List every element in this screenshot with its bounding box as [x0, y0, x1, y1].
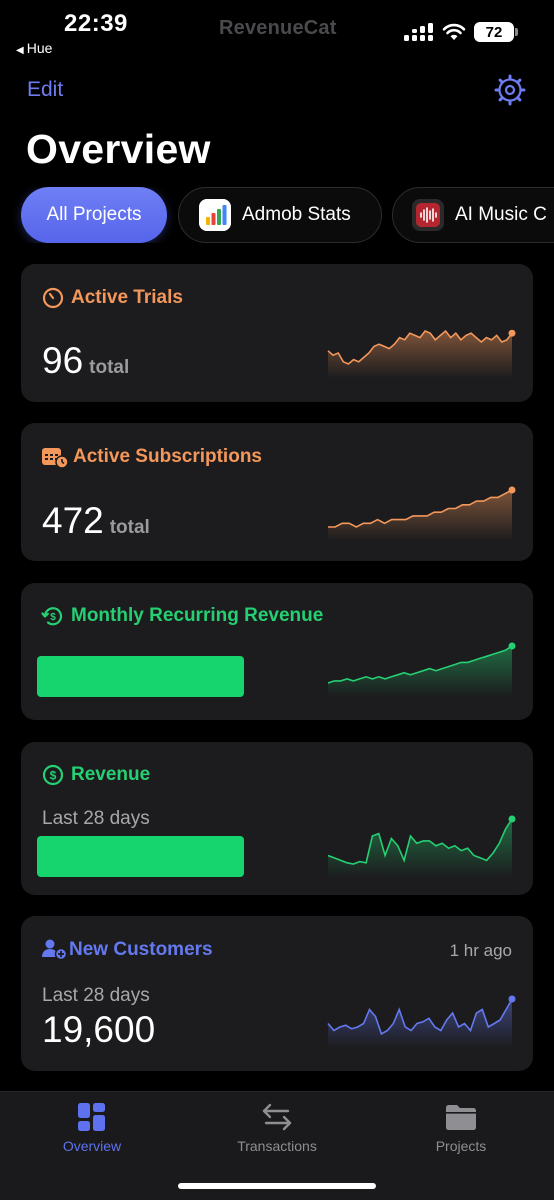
card-new-customers[interactable]: New Customers 1 hr ago Last 28 days 19,6…	[21, 916, 533, 1071]
value-redacted-bar	[37, 656, 244, 697]
card-active-trials[interactable]: Active Trials 96 total	[21, 264, 533, 402]
sparkline-line	[327, 818, 513, 865]
chip-admob-stats[interactable]: Admob Stats	[178, 187, 382, 243]
svg-text:$: $	[50, 612, 56, 623]
chip-label: All Projects	[46, 204, 142, 225]
value-redacted-bar	[37, 836, 244, 877]
card-title: Monthly Recurring Revenue	[71, 605, 324, 626]
sparkline-area	[328, 999, 512, 1048]
chip-label: AI Music C	[455, 204, 547, 225]
card-title: Active Trials	[71, 287, 183, 308]
settings-gear-icon[interactable]	[494, 74, 526, 106]
wifi-icon	[442, 23, 466, 40]
sparkline-area	[328, 819, 512, 878]
chip-ai-music[interactable]: AI Music C	[392, 187, 554, 243]
card-title: Active Subscriptions	[73, 446, 262, 467]
dollar-circle-icon: $	[42, 764, 64, 786]
tab-label: Projects	[435, 1138, 487, 1154]
tab-bar: Overview Transactions Projects	[0, 1091, 554, 1200]
sparkline-chart	[327, 995, 516, 1048]
sparkline-end-dot	[508, 486, 516, 494]
card-revenue[interactable]: $ Revenue Last 28 days	[21, 742, 533, 895]
last-updated-label: 1 hr ago	[449, 941, 512, 960]
svg-text:$: $	[50, 769, 57, 783]
value-number: 96	[42, 340, 84, 381]
status-time: 22:39	[64, 10, 128, 37]
card-value: 19,600	[42, 1009, 156, 1050]
admob-app-icon	[199, 199, 231, 231]
cellular-signal-icon	[404, 23, 433, 41]
home-indicator[interactable]	[178, 1183, 376, 1189]
back-app-label: Hue	[26, 40, 53, 56]
card-value: 96 total	[42, 340, 129, 382]
battery-level: 72	[485, 23, 503, 41]
card-active-subscriptions[interactable]: Active Subscriptions 472 total	[21, 423, 533, 561]
recurring-dollar-icon: $	[41, 607, 63, 626]
back-triangle-icon: ◀	[16, 45, 24, 56]
page-title: Overview	[26, 126, 211, 172]
sparkline-end-dot	[508, 329, 516, 337]
calendar-icon	[42, 448, 69, 469]
chip-label: Admob Stats	[242, 204, 351, 225]
period-label: Last 28 days	[42, 985, 150, 1006]
tab-projects[interactable]: Projects	[391, 1102, 531, 1154]
tab-overview[interactable]: Overview	[22, 1102, 162, 1154]
value-number: 472	[42, 500, 104, 541]
card-title: New Customers	[69, 939, 213, 960]
ai-music-app-icon	[412, 199, 444, 231]
sparkline-chart	[327, 815, 516, 878]
sparkline-line	[327, 998, 513, 1036]
status-icons: 72	[404, 22, 518, 42]
card-monthly-recurring-revenue[interactable]: $ Monthly Recurring Revenue	[21, 583, 533, 720]
sparkline-end-dot	[508, 995, 516, 1003]
brand-logo: RevenueCat	[219, 17, 337, 39]
tab-label: Overview	[62, 1138, 122, 1154]
timer-icon	[42, 287, 64, 309]
tab-transactions[interactable]: Transactions	[207, 1102, 347, 1154]
tab-label: Transactions	[237, 1138, 317, 1154]
sparkline-chart	[327, 642, 516, 697]
transactions-icon	[262, 1103, 292, 1131]
status-bar: 22:39 ◀ Hue RevenueCat 72	[0, 0, 554, 60]
sparkline-end-dot	[508, 815, 516, 823]
card-value: 472 total	[42, 500, 150, 542]
projects-icon	[446, 1105, 476, 1130]
add-user-icon	[42, 939, 67, 961]
value-unit: total	[89, 357, 130, 378]
overview-icon	[78, 1103, 105, 1131]
project-filter-chips: All Projects Admob Stats AI Music C	[0, 187, 554, 243]
card-title: Revenue	[71, 764, 151, 785]
sparkline-chart	[328, 486, 516, 541]
back-to-app-link[interactable]: ◀ Hue	[16, 40, 52, 56]
sparkline-chart	[327, 329, 516, 378]
sparkline-end-dot	[508, 642, 516, 650]
sparkline-line	[327, 329, 513, 365]
edit-button[interactable]: Edit	[27, 78, 64, 101]
chip-all-projects[interactable]: All Projects	[21, 187, 167, 243]
sparkline-area	[328, 490, 512, 541]
sparkline-area	[328, 331, 512, 378]
sparkline-area	[328, 646, 512, 697]
sparkline-line	[327, 645, 513, 684]
value-unit: total	[109, 517, 150, 538]
battery-icon: 72	[474, 22, 518, 42]
period-label: Last 28 days	[42, 808, 150, 829]
sparkline-line	[328, 489, 513, 528]
